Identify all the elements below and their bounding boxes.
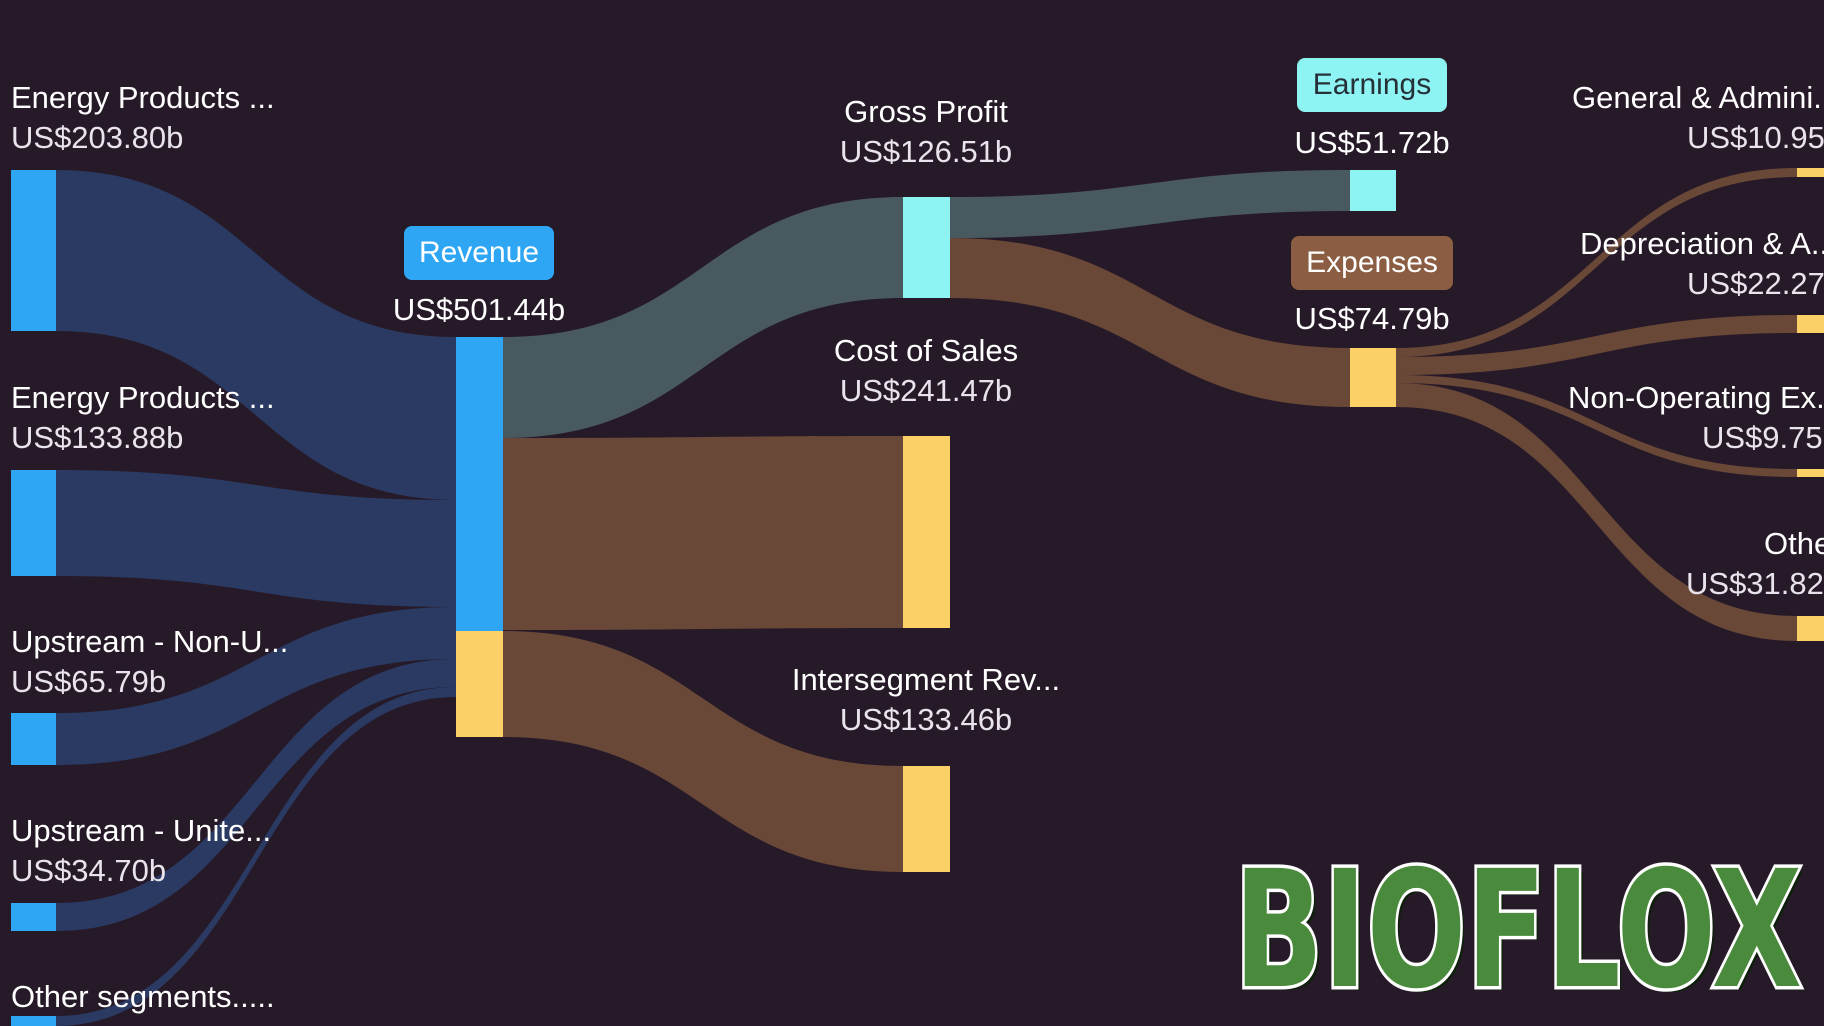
node-bar-other	[1797, 616, 1824, 641]
revenue-pill: Revenue	[404, 226, 554, 280]
seg2-name: Energy Products ...	[11, 380, 275, 415]
node-bar-seg4	[11, 903, 56, 931]
node-bar-seg3	[11, 713, 56, 765]
intersegment-value: US$133.46b	[839, 702, 1013, 737]
earnings-pill: Earnings	[1297, 58, 1447, 112]
flow-revenue-to-interseg	[503, 631, 903, 872]
revenue-value: US$501.44b	[392, 292, 566, 327]
da-value: US$22.27	[1687, 266, 1824, 301]
flow-expenses-to-other	[1396, 383, 1797, 641]
label-seg3: Upstream - Non-U... US$65.79b	[11, 622, 288, 702]
other-name: Othe	[1764, 526, 1824, 561]
seg3-name: Upstream - Non-U...	[11, 624, 289, 659]
cost-of-sales-name: Cost of Sales	[833, 333, 1019, 368]
seg2-value: US$133.88b	[11, 420, 184, 455]
intersegment-name: Intersegment Rev...	[791, 662, 1061, 697]
node-bar-seg1	[11, 170, 56, 331]
flow-revenue-to-cos	[503, 436, 903, 630]
gross-profit-name: Gross Profit	[844, 94, 1008, 129]
node-bar-seg2	[11, 470, 56, 576]
node-bar-da	[1797, 315, 1824, 333]
flow-revenue-to-gross	[503, 197, 903, 438]
flow-seg4-to-revenue	[56, 659, 456, 931]
flow-seg1-to-revenue	[56, 170, 456, 500]
expenses-pill: Expenses	[1291, 236, 1453, 290]
seg3-value: US$65.79b	[11, 664, 167, 699]
node-bar-cos	[903, 436, 950, 628]
label-intersegment: Intersegment Rev... US$133.46b	[776, 660, 1076, 740]
label-other: Othe US$31.82	[1686, 524, 1824, 604]
label-seg5: Other segments.....	[11, 977, 275, 1017]
da-name: Depreciation & A...	[1580, 226, 1824, 261]
flow-expenses-to-da	[1396, 315, 1797, 375]
label-da: Depreciation & A... US$22.27	[1580, 224, 1824, 304]
flow-seg3-to-revenue	[56, 607, 456, 765]
node-bar-revenue-intersegment	[456, 631, 503, 737]
bioflox-logo: BIOFLOX BIOFLOX	[1231, 856, 1807, 1006]
flow-expenses-to-nonop	[1396, 375, 1797, 477]
cost-of-sales-value: US$241.47b	[839, 373, 1013, 408]
flow-seg2-to-revenue	[56, 470, 456, 607]
flow-gross-to-expenses	[950, 238, 1350, 407]
nonop-name: Non-Operating Ex...	[1568, 380, 1824, 415]
node-bar-nonop	[1797, 469, 1824, 477]
node-bar-interseg	[903, 766, 950, 872]
label-seg4: Upstream - Unite... US$34.70b	[11, 811, 271, 891]
label-seg1: Energy Products ... US$203.80b	[11, 78, 275, 158]
ga-value: US$10.95	[1687, 120, 1824, 155]
earnings-value: US$51.72b	[1294, 125, 1450, 160]
flow-expenses-to-ga	[1396, 168, 1797, 357]
node-bar-gross	[903, 197, 950, 298]
label-seg2: Energy Products ... US$133.88b	[11, 378, 275, 458]
seg1-value: US$203.80b	[11, 120, 184, 155]
seg5-name: Other segments.....	[11, 979, 275, 1014]
other-value: US$31.82	[1686, 566, 1824, 601]
flow-seg5-to-revenue	[56, 687, 456, 1026]
nonop-value: US$9.75	[1702, 420, 1823, 455]
seg4-name: Upstream - Unite...	[11, 813, 272, 848]
label-gross-profit: Gross Profit US$126.51b	[826, 92, 1026, 172]
node-bar-seg5	[11, 1016, 56, 1026]
ga-name: General & Admini...	[1572, 80, 1824, 115]
label-nonop: Non-Operating Ex... US$9.75	[1568, 378, 1824, 458]
node-bar-earnings	[1350, 170, 1396, 211]
label-cost-of-sales: Cost of Sales US$241.47b	[826, 331, 1026, 411]
logo-text: BIOFLOX	[1234, 856, 1802, 1006]
node-bar-ga	[1797, 168, 1824, 177]
flow-gross-to-earnings	[950, 170, 1350, 238]
seg1-name: Energy Products ...	[11, 80, 275, 115]
label-ga: General & Admini... US$10.95	[1572, 78, 1824, 158]
expenses-value: US$74.79b	[1294, 301, 1450, 336]
seg4-value: US$34.70b	[11, 853, 167, 888]
gross-profit-value: US$126.51b	[839, 134, 1013, 169]
node-bar-expenses	[1350, 348, 1396, 407]
logo-shadow: BIOFLOX	[1238, 856, 1806, 1006]
